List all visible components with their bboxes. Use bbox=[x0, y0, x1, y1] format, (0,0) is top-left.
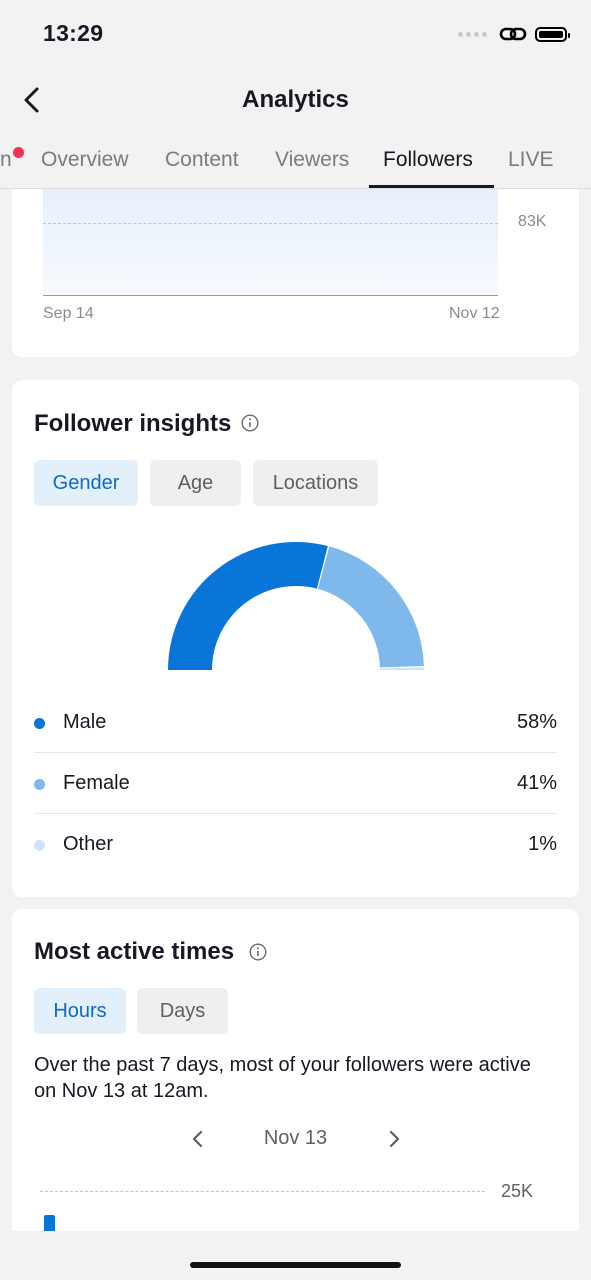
legend-value: 41% bbox=[516, 772, 557, 794]
selected-date: Nov 13 bbox=[263, 1127, 328, 1149]
follower-insights-title: Follower insights bbox=[34, 410, 232, 437]
legend-label: Other bbox=[63, 833, 114, 855]
tab-viewers[interactable]: Viewers bbox=[275, 148, 350, 171]
donut-segment-female bbox=[317, 546, 424, 668]
legend-dot-other bbox=[34, 840, 45, 851]
chart-y-label: 83K bbox=[518, 213, 547, 230]
legend-dot-female bbox=[34, 779, 45, 790]
legend-label: Female bbox=[63, 772, 130, 794]
status-icons bbox=[458, 24, 570, 44]
tab-partial[interactable]: n bbox=[0, 148, 12, 171]
status-time: 13:29 bbox=[43, 20, 104, 46]
notification-dot bbox=[13, 147, 24, 158]
filter-gender[interactable]: Gender bbox=[34, 460, 138, 506]
tab-live[interactable]: LIVE bbox=[508, 148, 554, 171]
tab-followers[interactable]: Followers bbox=[383, 148, 473, 171]
page-title: Analytics bbox=[242, 86, 349, 113]
active-times-description: Over the past 7 days, most of your follo… bbox=[34, 1054, 531, 1102]
tab-content[interactable]: Content bbox=[165, 148, 239, 171]
status-bar: 13:29 bbox=[0, 0, 591, 70]
follower-insights-card: Follower insights Gender Age Locations M… bbox=[12, 380, 579, 897]
chart-gridline bbox=[43, 223, 498, 224]
most-active-times-card: Most active times Hours Days Over the pa… bbox=[12, 909, 579, 1231]
donut-segment-other bbox=[379, 667, 424, 670]
legend-label: Male bbox=[63, 711, 107, 733]
gender-donut-chart bbox=[168, 542, 424, 670]
previous-date-button[interactable] bbox=[188, 1129, 208, 1149]
tab-active-indicator bbox=[369, 185, 494, 188]
next-date-button[interactable] bbox=[384, 1129, 404, 1149]
chevron-left-icon bbox=[24, 87, 39, 113]
divider bbox=[34, 752, 557, 753]
filter-age[interactable]: Age bbox=[150, 460, 241, 506]
chart-x-axis bbox=[43, 295, 498, 296]
back-button[interactable] bbox=[18, 84, 48, 116]
legend-row-female: Female 41% bbox=[34, 753, 557, 814]
filter-days[interactable]: Days bbox=[137, 988, 228, 1034]
header: Analytics bbox=[0, 70, 591, 130]
follower-growth-card: 83K Sep 14 Nov 12 bbox=[12, 189, 579, 357]
legend-value: 1% bbox=[528, 833, 557, 855]
follower-chart-area bbox=[43, 189, 498, 296]
legend-dot-male bbox=[34, 718, 45, 729]
signal-icon bbox=[458, 31, 487, 37]
link-icon bbox=[499, 27, 527, 41]
divider bbox=[34, 813, 557, 814]
home-indicator bbox=[190, 1262, 401, 1268]
tab-bar: n Overview Content Viewers Followers LIV… bbox=[0, 130, 591, 189]
filter-locations[interactable]: Locations bbox=[253, 460, 378, 506]
info-icon[interactable] bbox=[241, 414, 259, 432]
info-icon[interactable] bbox=[249, 943, 267, 961]
legend-row-other: Other 1% bbox=[34, 814, 557, 875]
tab-overview[interactable]: Overview bbox=[41, 148, 129, 171]
chart-gridline bbox=[40, 1191, 485, 1192]
most-active-times-title: Most active times bbox=[34, 938, 235, 965]
filter-hours[interactable]: Hours bbox=[34, 988, 126, 1034]
chart-x-end-label: Nov 12 bbox=[449, 305, 500, 322]
legend-row-male: Male 58% bbox=[34, 692, 557, 753]
active-chart-y-label: 25K bbox=[501, 1181, 534, 1201]
chart-x-start-label: Sep 14 bbox=[43, 305, 94, 322]
battery-icon bbox=[535, 26, 570, 42]
activity-bar bbox=[44, 1215, 55, 1231]
donut-segment-male bbox=[168, 542, 328, 670]
legend-value: 58% bbox=[516, 711, 557, 733]
